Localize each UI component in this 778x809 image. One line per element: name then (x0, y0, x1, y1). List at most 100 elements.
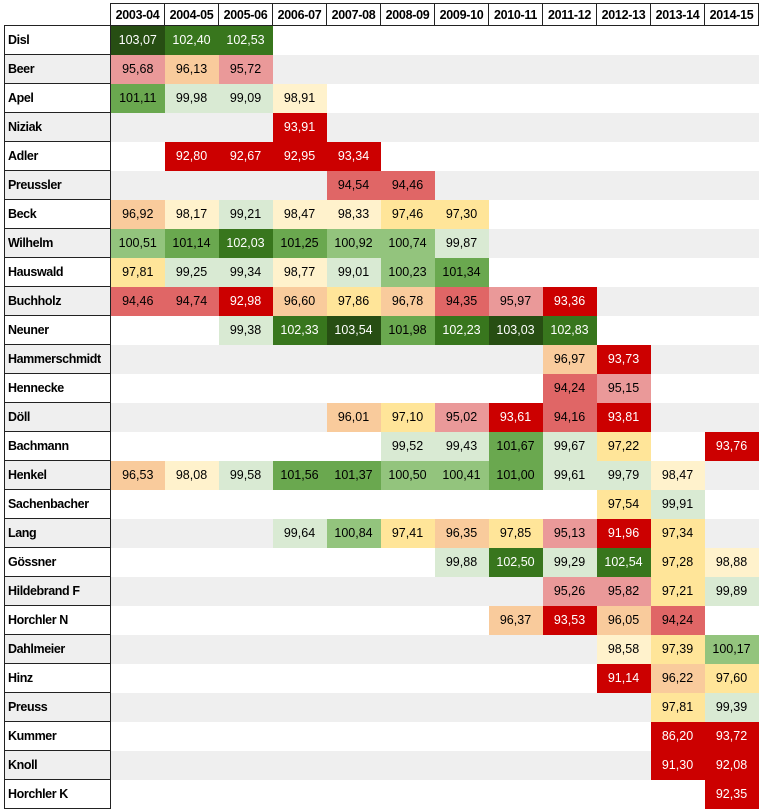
empty-cell (110, 692, 165, 722)
heatmap-cell: 100,51 (110, 228, 165, 258)
heatmap-cell: 97,21 (650, 576, 705, 606)
heatmap-cell: 98,58 (596, 634, 651, 664)
empty-cell (272, 547, 327, 577)
empty-cell (704, 112, 759, 142)
empty-cell (488, 228, 543, 258)
heatmap-cell: 97,41 (380, 518, 435, 548)
heatmap-cell: 98,33 (326, 199, 381, 229)
heatmap-cell: 93,81 (596, 402, 651, 432)
empty-cell (434, 25, 489, 55)
heatmap-cell: 100,23 (380, 257, 435, 287)
empty-cell (542, 25, 597, 55)
empty-cell (650, 373, 705, 403)
table-row: Henkel 96,53 98,08 99,58 101,56 101,37 100,50 1… (4, 460, 759, 490)
empty-cell (650, 344, 705, 374)
heatmap-cell: 98,91 (272, 83, 327, 113)
heatmap-cell: 98,47 (650, 460, 705, 490)
empty-cell (542, 663, 597, 693)
table-row: Wilhelm 100,51 101,14 102,03 101,25 100,92 100… (4, 228, 759, 258)
heatmap-cell: 97,81 (110, 257, 165, 287)
heatmap-cell: 103,07 (110, 25, 165, 55)
table-row: Horchler N 96,37 93,53 96,05 94,24 (4, 605, 759, 635)
heatmap-cell: 93,91 (272, 112, 327, 142)
empty-cell (434, 54, 489, 84)
heatmap-cell: 92,95 (272, 141, 327, 171)
heatmap-cell: 96,78 (380, 286, 435, 316)
empty-cell (380, 489, 435, 519)
table-row: Neuner 99,38 102,33 103,54 101,98 102,23 103,0… (4, 315, 759, 345)
empty-cell (110, 721, 165, 751)
empty-cell (380, 141, 435, 171)
table-row: Kummer 86,20 93,72 (4, 721, 759, 751)
heatmap-cell: 92,35 (704, 779, 759, 809)
empty-cell (650, 199, 705, 229)
empty-cell (110, 634, 165, 664)
empty-cell (596, 54, 651, 84)
empty-cell (218, 721, 273, 751)
empty-cell (704, 518, 759, 548)
empty-cell (488, 779, 543, 809)
heatmap-cell: 91,30 (650, 750, 705, 780)
empty-cell (542, 634, 597, 664)
empty-cell (164, 750, 219, 780)
empty-cell (164, 721, 219, 751)
empty-cell (110, 605, 165, 635)
column-header: 2012-13 (596, 3, 651, 26)
heatmap-cell: 101,98 (380, 315, 435, 345)
heatmap-cell: 102,50 (488, 547, 543, 577)
empty-cell (704, 373, 759, 403)
empty-cell (596, 692, 651, 722)
empty-cell (380, 779, 435, 809)
athlete-name: Horchler K (4, 779, 111, 809)
athlete-name: Hammerschmidt (4, 344, 111, 374)
athlete-name: Beer (4, 54, 111, 84)
athlete-name: Kummer (4, 721, 111, 751)
empty-cell (380, 663, 435, 693)
empty-cell (218, 170, 273, 200)
heatmap-cell: 97,28 (650, 547, 705, 577)
empty-cell (380, 605, 435, 635)
heatmap-cell: 98,47 (272, 199, 327, 229)
heatmap-cell: 93,73 (596, 344, 651, 374)
empty-cell (326, 576, 381, 606)
empty-cell (326, 750, 381, 780)
empty-cell (164, 431, 219, 461)
heatmap-cell: 98,77 (272, 257, 327, 287)
heatmap-cell: 100,92 (326, 228, 381, 258)
heatmap-cell: 94,46 (110, 286, 165, 316)
empty-cell (704, 315, 759, 345)
table-row: Beck 96,92 98,17 99,21 98,47 98,33 97,46 97,30 (4, 199, 759, 229)
empty-cell (380, 344, 435, 374)
athlete-name: Beck (4, 199, 111, 229)
heatmap-cell: 101,56 (272, 460, 327, 490)
table-row: Preuss 97,81 99,39 (4, 692, 759, 722)
empty-cell (704, 257, 759, 287)
empty-cell (596, 25, 651, 55)
empty-cell (434, 721, 489, 751)
empty-cell (596, 779, 651, 809)
empty-cell (110, 112, 165, 142)
heatmap-cell: 99,25 (164, 257, 219, 287)
empty-cell (164, 576, 219, 606)
heatmap-cell: 99,09 (218, 83, 273, 113)
empty-cell (542, 141, 597, 171)
empty-cell (110, 489, 165, 519)
empty-cell (434, 634, 489, 664)
empty-cell (326, 779, 381, 809)
empty-cell (704, 402, 759, 432)
heatmap-cell: 99,98 (164, 83, 219, 113)
empty-cell (164, 344, 219, 374)
heatmap-cell: 97,39 (650, 634, 705, 664)
empty-cell (704, 199, 759, 229)
empty-cell (326, 25, 381, 55)
empty-cell (704, 286, 759, 316)
empty-cell (326, 605, 381, 635)
empty-cell (542, 692, 597, 722)
empty-cell (272, 721, 327, 751)
empty-cell (326, 547, 381, 577)
heatmap-cell: 93,61 (488, 402, 543, 432)
empty-cell (704, 83, 759, 113)
heatmap-cell: 97,86 (326, 286, 381, 316)
heatmap-cell: 94,46 (380, 170, 435, 200)
heatmap-cell: 102,40 (164, 25, 219, 55)
